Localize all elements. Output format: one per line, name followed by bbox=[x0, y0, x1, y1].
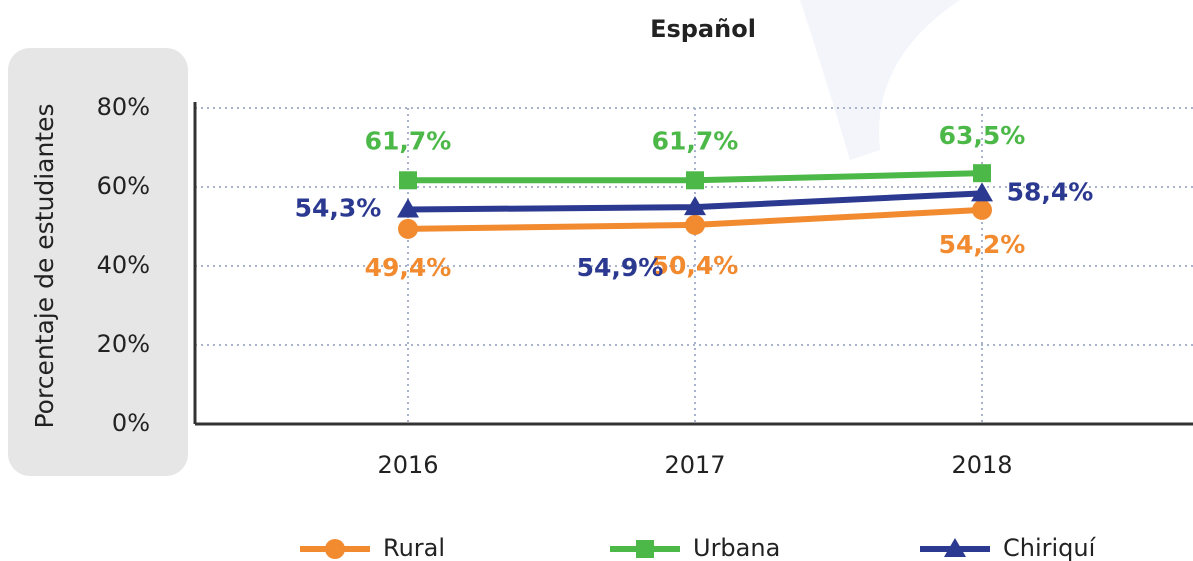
x-tick-label: 2018 bbox=[951, 451, 1012, 479]
value-label: 54,9% bbox=[577, 253, 664, 282]
value-label: 54,3% bbox=[295, 194, 382, 223]
chart-title: Español bbox=[650, 15, 756, 43]
value-label: 63,5% bbox=[939, 121, 1026, 150]
marker bbox=[685, 214, 705, 235]
marker bbox=[398, 218, 418, 239]
legend-marker bbox=[636, 540, 654, 558]
value-label: 58,4% bbox=[1007, 177, 1094, 206]
marker bbox=[399, 171, 417, 190]
value-label: 50,4% bbox=[652, 251, 739, 280]
y-tick-label: 20% bbox=[97, 330, 150, 358]
x-tick-label: 2016 bbox=[377, 451, 438, 479]
value-label: 61,7% bbox=[365, 126, 452, 155]
legend-label: Chiriquí bbox=[1003, 534, 1097, 561]
y-tick-label: 40% bbox=[97, 251, 150, 279]
decoration bbox=[800, 0, 960, 160]
marker bbox=[971, 182, 993, 202]
legend-marker bbox=[944, 538, 966, 557]
value-label: 54,2% bbox=[939, 230, 1026, 259]
marker bbox=[684, 196, 706, 216]
legend-label: Urbana bbox=[693, 534, 780, 561]
marker bbox=[686, 171, 704, 190]
legend-label: Rural bbox=[383, 534, 445, 561]
value-label: 49,4% bbox=[365, 253, 452, 282]
y-tick-label: 60% bbox=[97, 172, 150, 200]
y-axis-label: Porcentaje de estudiantes bbox=[30, 103, 59, 428]
axis-panel bbox=[8, 48, 188, 476]
y-tick-label: 0% bbox=[112, 409, 150, 437]
marker bbox=[397, 198, 419, 218]
y-tick-label: 80% bbox=[97, 93, 150, 121]
value-label: 61,7% bbox=[652, 126, 739, 155]
marker bbox=[973, 164, 991, 183]
x-tick-label: 2017 bbox=[664, 451, 725, 479]
legend-marker bbox=[325, 539, 345, 559]
marker bbox=[972, 199, 992, 220]
